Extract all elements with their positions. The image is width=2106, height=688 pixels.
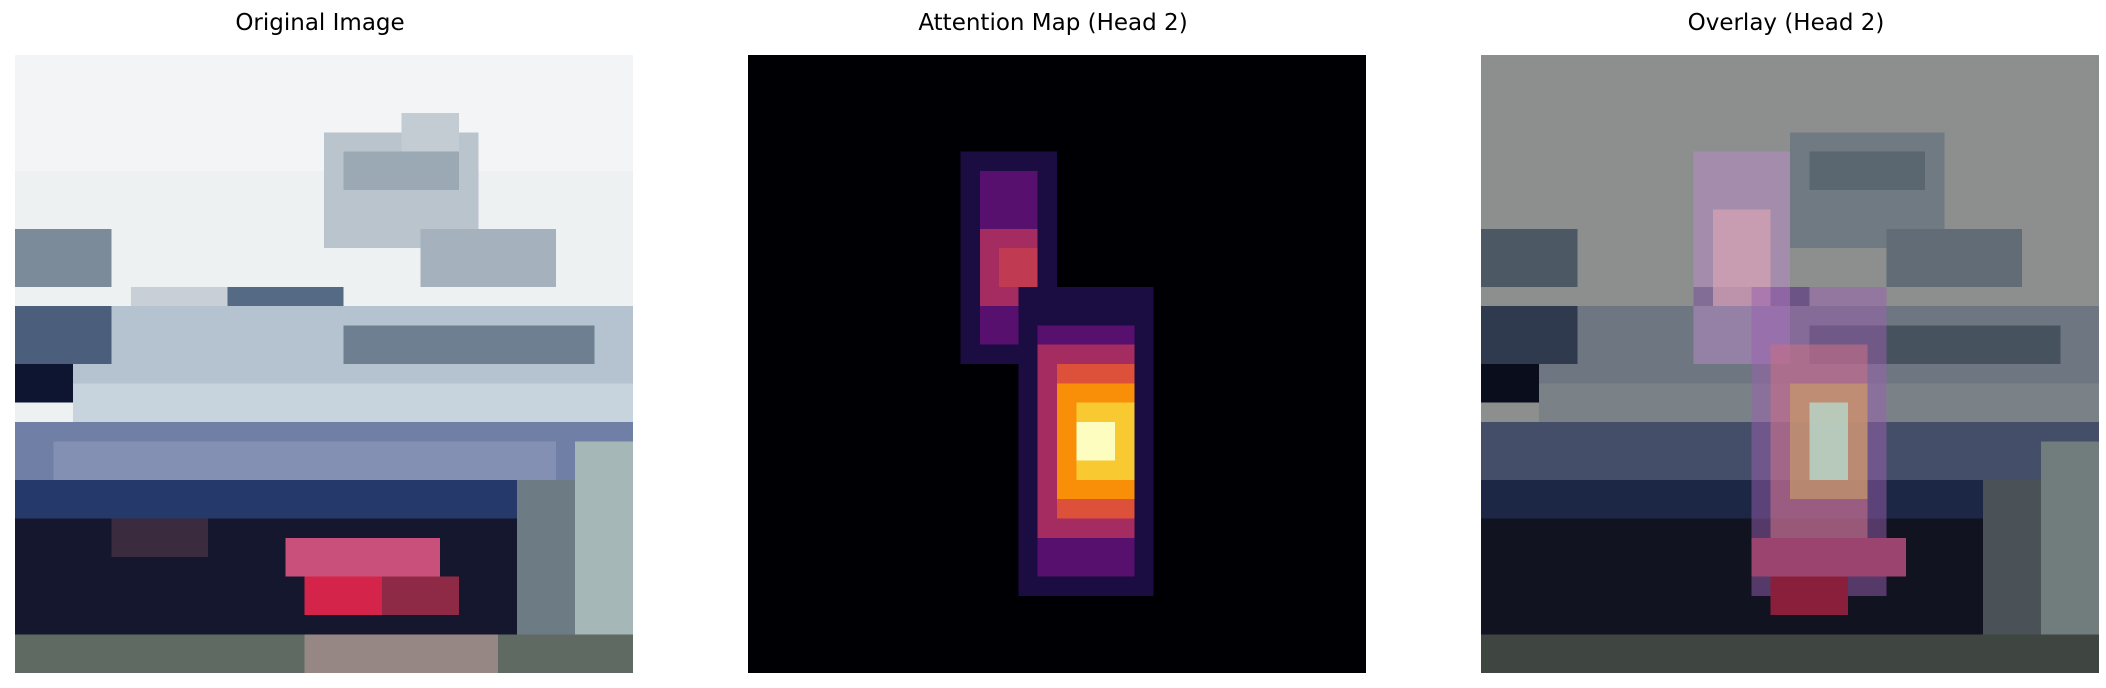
panel-title-attention: Attention Map (Head 2): [918, 10, 1188, 36]
panel-original: Original Image: [0, 0, 640, 688]
overlay-image: [1481, 55, 2099, 673]
attention-map-image: [748, 55, 1366, 673]
panel-overlay: Overlay (Head 2): [1466, 0, 2106, 688]
panel-title-original: Original Image: [235, 10, 405, 36]
panel-title-overlay: Overlay (Head 2): [1687, 10, 1885, 36]
original-image: [15, 55, 633, 673]
panel-attention-map: Attention Map (Head 2): [733, 0, 1373, 688]
